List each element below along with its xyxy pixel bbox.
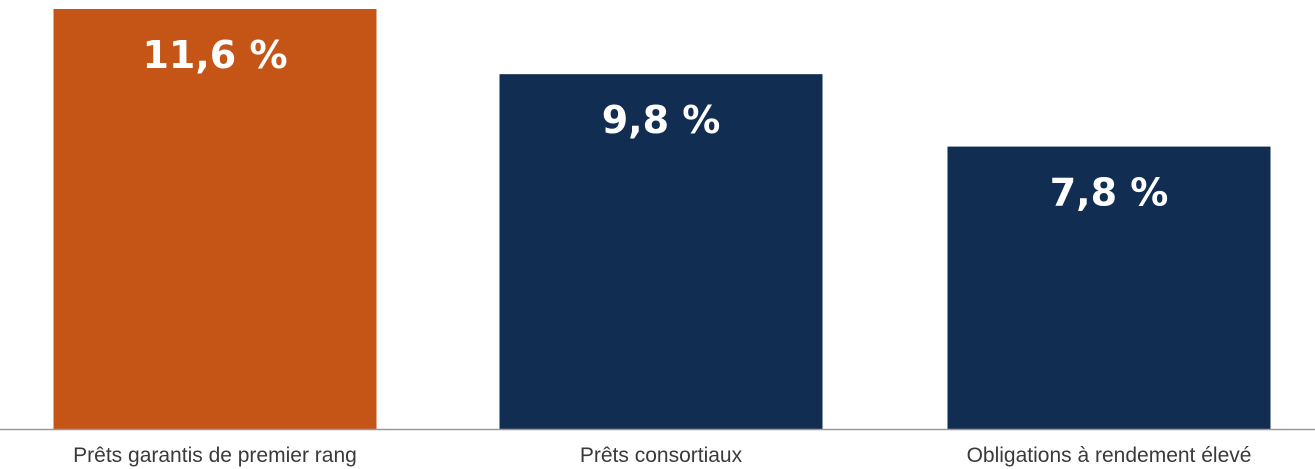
- category-label-1: Prêts garantis de premier rang: [73, 444, 357, 467]
- bar-1: [53, 9, 377, 429]
- bar-value-label-3: 7,8 %: [1050, 171, 1169, 215]
- bar-2: [499, 74, 823, 429]
- bars: [53, 9, 1271, 429]
- category-label-3: Obligations à rendement élevé: [967, 444, 1252, 467]
- category-label-2: Prêts consortiaux: [580, 444, 743, 467]
- bar-3: [947, 146, 1271, 429]
- bar-value-label-2: 9,8 %: [602, 98, 721, 142]
- bar-value-label-1: 11,6 %: [142, 33, 287, 77]
- category-labels: Prêts garantis de premier rang Prêts cons…: [73, 444, 1251, 467]
- data-labels: 11,6 % 9,8 % 7,8 %: [142, 33, 1168, 215]
